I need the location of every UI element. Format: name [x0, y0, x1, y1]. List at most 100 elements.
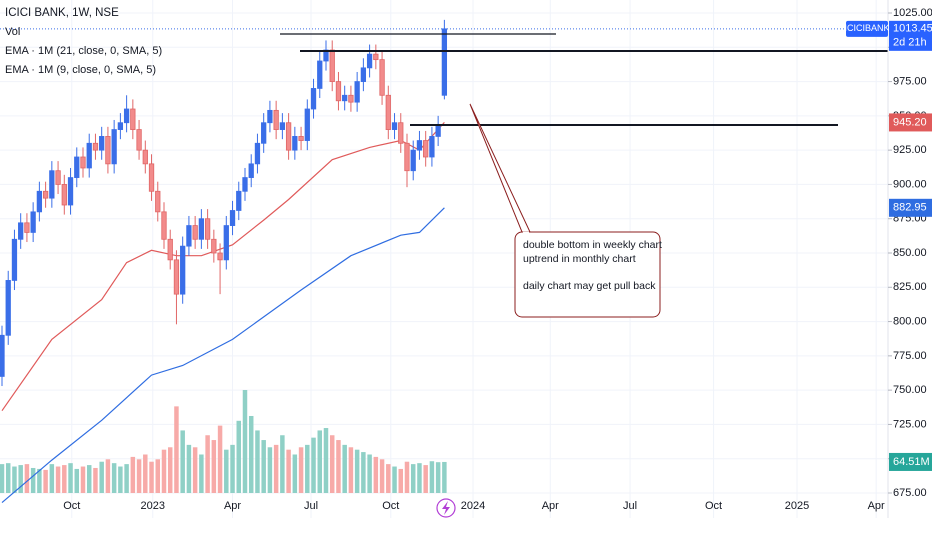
symbol-badge-label: ICICIBANK: [844, 23, 889, 33]
volume-bar: [255, 430, 260, 493]
volume-bar: [5, 463, 11, 493]
ema-badge: [889, 113, 932, 132]
candle-body: [36, 190, 43, 213]
volume-bar: [242, 390, 248, 493]
volume-bar: [267, 447, 273, 493]
callout-box[interactable]: [514, 231, 661, 318]
candle-body: [204, 218, 211, 240]
candle-body: [410, 149, 416, 172]
x-tick-label: Oct: [382, 500, 399, 512]
candle-body: [398, 122, 404, 144]
volume-bar: [105, 459, 111, 493]
legend: ICICI BANK, 1W, NSE Vol EMA · 1M (21, cl…: [5, 7, 162, 76]
y-tick-label: 750.00: [893, 384, 927, 396]
x-tick-label: Apr: [224, 500, 241, 512]
volume-bar: [298, 447, 304, 493]
ema-badge: [889, 198, 932, 217]
candle-body: [348, 94, 354, 103]
volume-bar: [398, 468, 404, 493]
volume-bar: [286, 449, 291, 493]
candle-body: [136, 129, 142, 151]
volume-bar: [442, 461, 447, 493]
candle-body: [335, 81, 342, 102]
x-tick-label: Apr: [542, 500, 559, 512]
volume-bar: [93, 467, 98, 493]
y-tick-label: 800.00: [893, 315, 927, 327]
candle-body: [292, 136, 298, 151]
volume-bar: [155, 459, 161, 493]
candle-body: [404, 142, 410, 172]
volume-bar: [367, 454, 372, 493]
volume-bar: [30, 467, 36, 493]
candle-body: [298, 136, 304, 141]
volume-bar: [62, 465, 67, 493]
countdown-label: 2d 21h: [893, 37, 927, 49]
volume-bar: [167, 447, 173, 493]
volume-bar: [18, 465, 23, 493]
x-tick-label: Jul: [304, 500, 318, 512]
price-badges: ICICIBANK 1013.45 2d 21h 882.95 945.20 64.51M: [844, 20, 932, 471]
candle-body: [173, 259, 180, 295]
candle-body: [273, 109, 279, 130]
volume-bar: [174, 406, 179, 493]
y-tick-label: 775.00: [893, 350, 927, 362]
volume-bar: [404, 461, 410, 493]
volume-bar: [217, 425, 223, 493]
volume-bar: [423, 465, 428, 493]
volume-bar: [379, 459, 385, 493]
candle-body: [373, 53, 379, 61]
volume-bar: [280, 435, 285, 493]
candle-body: [49, 170, 55, 199]
candle-body: [366, 53, 373, 69]
volume-bar: [236, 420, 242, 493]
x-tick-label: Jul: [623, 500, 637, 512]
volume-bar: [199, 454, 204, 493]
candle-body: [86, 142, 92, 169]
candle-body: [161, 211, 167, 240]
volume-bar: [348, 447, 354, 493]
y-tick-label: 725.00: [893, 418, 927, 430]
y-tick-label: 900.00: [893, 178, 927, 190]
volume-bar: [417, 463, 422, 493]
candle-body: [429, 136, 435, 158]
volume-bar: [230, 444, 235, 493]
volume-bar: [99, 461, 104, 493]
candle-body: [55, 170, 61, 185]
candle-body: [329, 49, 335, 82]
candle-body: [242, 177, 248, 192]
volume-bar: [323, 428, 329, 493]
y-tick-label: 1025.00: [893, 7, 932, 19]
volume-bar: [43, 469, 48, 493]
volume-bar: [292, 454, 298, 493]
legend-entry: Vol: [5, 26, 20, 38]
volume-bar: [386, 464, 391, 493]
y-tick-label: 825.00: [893, 281, 927, 293]
candle-body: [5, 280, 11, 336]
candle-body: [236, 190, 242, 211]
volume-bar: [0, 464, 5, 493]
candle-body: [229, 210, 236, 226]
volume-bar: [12, 466, 17, 493]
volume-bar: [24, 464, 30, 493]
candle-body: [61, 184, 67, 206]
volume-bar: [55, 466, 61, 493]
candle-body: [167, 238, 173, 261]
candle-body: [435, 125, 441, 137]
volume-bar: [111, 463, 117, 493]
volume-bar: [248, 415, 254, 493]
candle-body: [261, 122, 267, 144]
price-badge: [889, 20, 932, 51]
candle-body: [391, 122, 398, 130]
volume-bar: [354, 449, 360, 493]
symbol-badge: [846, 20, 888, 37]
candle-body: [80, 156, 86, 169]
annotation-text: double bottom in weekly chart: [523, 239, 662, 251]
ema-line: [1, 207, 445, 504]
annotation-text: daily chart may get pull back: [523, 280, 656, 292]
ema-badge-label: 882.95: [893, 202, 927, 214]
candle-body: [279, 122, 286, 130]
candle-body: [248, 163, 254, 178]
candle-body: [379, 59, 385, 96]
candle-body: [42, 190, 49, 199]
volume-bar: [317, 430, 323, 493]
